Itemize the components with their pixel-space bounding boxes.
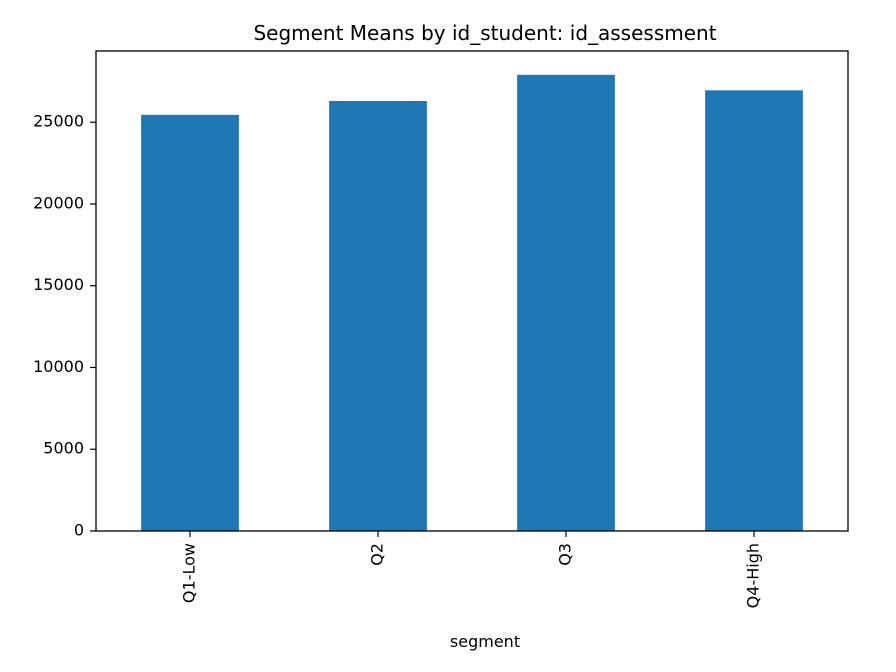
x-axis-ticks: Q1-Low Q2 Q3 Q4-High bbox=[180, 531, 763, 608]
x-axis-label: segment bbox=[450, 632, 520, 651]
y-axis-ticks: 0 5000 10000 15000 20000 25000 bbox=[33, 112, 96, 540]
y-tick-label: 0 bbox=[74, 521, 84, 540]
y-tick-label: 25000 bbox=[33, 112, 84, 131]
bar-q4-high bbox=[705, 90, 803, 531]
bar-q3 bbox=[517, 74, 615, 531]
bars-group bbox=[141, 74, 803, 531]
plot-area-frame bbox=[95, 50, 849, 532]
y-tick-label: 20000 bbox=[33, 193, 84, 212]
y-tick-label: 10000 bbox=[33, 357, 84, 376]
chart-title: Segment Means by id_student: id_assessme… bbox=[253, 21, 716, 45]
bar-q1-low bbox=[141, 114, 239, 531]
x-tick-label: Q4-High bbox=[744, 543, 763, 608]
x-tick-label: Q2 bbox=[368, 543, 387, 566]
y-tick-label: 15000 bbox=[33, 275, 84, 294]
bar-q2 bbox=[329, 100, 427, 531]
x-tick-label: Q3 bbox=[556, 543, 575, 566]
x-tick-label: Q1-Low bbox=[180, 543, 199, 603]
y-tick-label: 5000 bbox=[43, 439, 84, 458]
